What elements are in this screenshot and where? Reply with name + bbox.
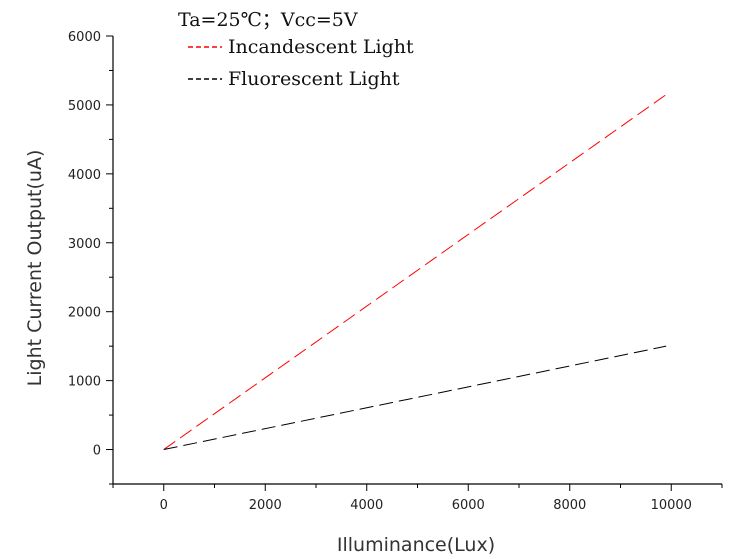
ticks: 0 2000 4000 6000 8000 10000 0 1000 2000 3000 4000 5… bbox=[68, 30, 723, 513]
legend-label-1: Incandescent Light bbox=[228, 36, 414, 58]
x-tick-label: 0 bbox=[160, 498, 168, 513]
x-tick-label: 2000 bbox=[249, 498, 282, 513]
series-group bbox=[163, 94, 667, 451]
condition-annotation: Ta=25℃；Vcc=5V bbox=[178, 9, 358, 31]
axes bbox=[112, 36, 722, 485]
y-tick-label: 5000 bbox=[68, 99, 101, 114]
x-tick-label: 4000 bbox=[350, 498, 383, 513]
x-axis-title: Illuminance(Lux) bbox=[337, 534, 495, 556]
y-tick-label: 6000 bbox=[68, 30, 101, 45]
y-tick-label: 4000 bbox=[68, 168, 101, 183]
legend: Incandescent Light Fluorescent Light bbox=[188, 36, 414, 90]
series-line-2 bbox=[163, 345, 667, 451]
x-tick-label: 10000 bbox=[651, 498, 692, 513]
y-axis-title: Light Current Output(uA) bbox=[24, 150, 46, 387]
series-line-1 bbox=[163, 94, 667, 450]
y-tick-label: 3000 bbox=[68, 237, 101, 252]
legend-label-2: Fluorescent Light bbox=[228, 68, 400, 90]
y-tick-label: 1000 bbox=[68, 375, 101, 390]
x-tick-label: 6000 bbox=[452, 498, 485, 513]
x-tick-label: 8000 bbox=[553, 498, 586, 513]
y-tick-label: 2000 bbox=[68, 306, 101, 321]
y-tick-label: 0 bbox=[93, 444, 101, 459]
